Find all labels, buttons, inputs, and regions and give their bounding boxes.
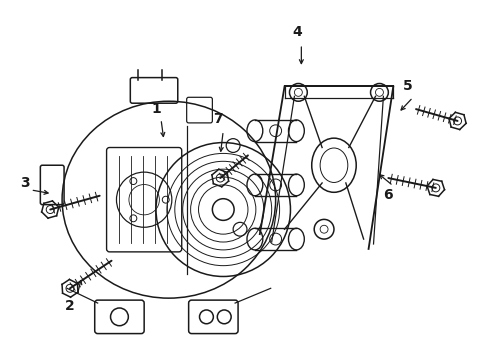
Text: 6: 6 [383, 188, 392, 202]
Text: 2: 2 [65, 299, 75, 313]
Text: 4: 4 [292, 25, 302, 39]
Text: 1: 1 [151, 102, 161, 116]
Circle shape [212, 199, 234, 220]
Text: 3: 3 [20, 176, 29, 190]
Text: 7: 7 [213, 112, 223, 126]
Text: 5: 5 [403, 80, 412, 94]
